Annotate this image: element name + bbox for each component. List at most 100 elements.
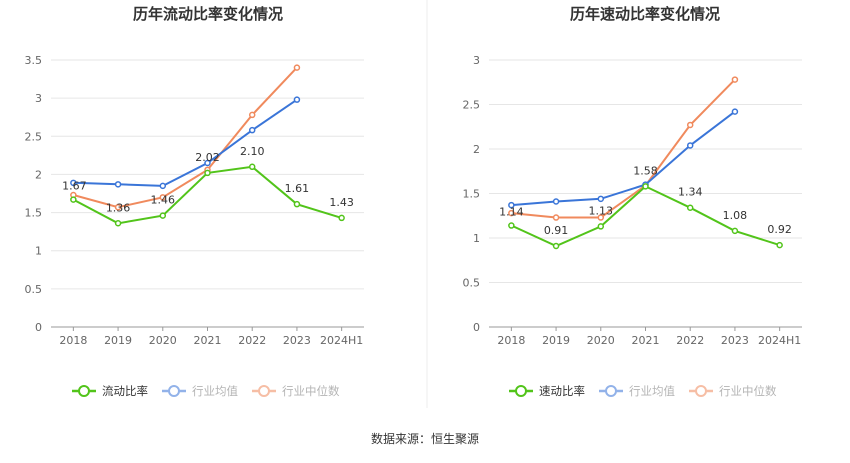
- data-point: [552, 198, 560, 205]
- legend-label: 行业均值: [629, 384, 675, 398]
- legend-label: 行业中位数: [719, 384, 777, 398]
- legend-label: 速动比率: [539, 384, 585, 398]
- data-point: [159, 182, 167, 190]
- data-point: [552, 242, 560, 250]
- industry-median-series: [70, 64, 301, 211]
- data-point: [731, 76, 739, 83]
- data-point: [508, 222, 515, 229]
- y-tick-label: 2: [473, 143, 480, 156]
- data-point: [597, 195, 605, 203]
- data-label: 0.92: [767, 223, 792, 236]
- data-point: [114, 203, 122, 211]
- industry-average-series: [70, 96, 301, 190]
- data-point: [114, 181, 122, 188]
- data-label: 1.36: [106, 201, 131, 214]
- x-tick-label: 2022: [676, 334, 704, 347]
- legend-item: 行业中位数: [252, 384, 340, 398]
- legend-item: 流动比率: [72, 384, 148, 398]
- x-tick-label: 2018: [59, 334, 87, 347]
- y-tick-label: 0: [35, 321, 42, 334]
- data-point: [114, 220, 122, 227]
- data-label: 1.43: [329, 196, 354, 209]
- x-tick-label: 2024H1: [758, 334, 801, 347]
- y-tick-label: 3.5: [25, 54, 43, 67]
- data-point: [70, 196, 77, 203]
- data-point: [248, 111, 256, 119]
- y-tick-label: 3: [35, 92, 42, 105]
- series-line: [73, 66, 298, 209]
- data-label: 0.91: [544, 224, 569, 237]
- data-label: 1.08: [723, 209, 748, 222]
- data-label: 1.13: [589, 204, 614, 217]
- data-point: [70, 179, 77, 187]
- data-point: [159, 194, 167, 201]
- legend-label: 行业中位数: [282, 384, 340, 398]
- data-point: [597, 214, 605, 221]
- data-point: [293, 64, 301, 71]
- legend-marker: [515, 385, 527, 397]
- data-point: [293, 96, 301, 103]
- main-series: 1.14 0.91 1.13 1.58 1.34 1.08 0.92: [499, 164, 792, 250]
- main-series: 1.67 1.36 1.46 2.02 2.10 1.61 1.43: [62, 145, 354, 227]
- y-tick-label: 2.5: [463, 99, 481, 112]
- y-tick-label: 2: [35, 168, 42, 181]
- data-label: 1.58: [633, 164, 658, 177]
- y-tick-label: 0.5: [463, 277, 481, 290]
- data-point: [686, 142, 694, 149]
- x-tick-label: 2024H1: [320, 334, 363, 347]
- industry-average-series: [508, 108, 739, 209]
- legend-marker: [695, 385, 707, 397]
- data-point: [686, 204, 694, 211]
- legend-marker: [78, 385, 90, 397]
- current-ratio-chart: 历年流动比率变化情况 0 0.5 1 1.5 2 2.5 3 3.5 2018 2019 2020 20…: [25, 5, 364, 398]
- y-tick-label: 0.5: [25, 283, 43, 296]
- data-point: [776, 241, 783, 249]
- data-label: 1.67: [62, 180, 87, 193]
- chart-title: 历年流动比率变化情况: [133, 5, 283, 23]
- x-tick-label: 2020: [587, 334, 615, 347]
- x-tick-label: 2019: [104, 334, 132, 347]
- data-point: [248, 126, 256, 134]
- y-tick-label: 2.5: [25, 130, 43, 143]
- legend-marker: [168, 385, 180, 397]
- data-point: [508, 201, 515, 209]
- legend-label: 流动比率: [102, 384, 148, 398]
- data-point: [731, 227, 739, 235]
- series-line: [511, 110, 736, 207]
- data-label: 2.10: [240, 145, 265, 158]
- x-tick-label: 2018: [497, 334, 525, 347]
- legend-item: 行业均值: [599, 384, 675, 398]
- data-point: [552, 214, 560, 221]
- legend-item: 行业均值: [162, 384, 238, 398]
- y-tick-label: 1: [35, 245, 42, 258]
- y-tick-label: 1.5: [25, 207, 43, 220]
- data-label: 1.14: [499, 206, 524, 219]
- data-point: [338, 214, 345, 222]
- y-tick-label: 1: [473, 232, 480, 245]
- y-tick-label: 1.5: [463, 188, 481, 201]
- legend-marker: [258, 385, 270, 397]
- y-tick-label: 0: [473, 321, 480, 334]
- legend-item: 速动比率: [509, 384, 585, 398]
- data-point: [642, 183, 649, 190]
- x-tick-label: 2021: [194, 334, 222, 347]
- data-label: 1.34: [678, 186, 703, 199]
- data-label: 1.46: [151, 194, 176, 207]
- data-source-note: 数据来源：恒生聚源: [371, 431, 479, 446]
- data-point: [204, 169, 211, 177]
- data-point: [204, 159, 211, 167]
- x-tick-label: 2023: [721, 334, 749, 347]
- data-point: [731, 108, 739, 115]
- x-tick-label: 2020: [149, 334, 177, 347]
- quick-ratio-chart: 历年速动比率变化情况 0 0.5 1 1.5 2 2.5 3 2018 2019 2020 2021 2…: [463, 5, 802, 398]
- series-line: [73, 98, 298, 187]
- data-point: [686, 121, 694, 129]
- data-point: [248, 163, 256, 171]
- x-tick-label: 2022: [238, 334, 266, 347]
- data-point: [508, 209, 515, 217]
- data-label: 1.61: [285, 182, 310, 195]
- data-point: [597, 223, 605, 230]
- legend-label: 行业均值: [192, 384, 238, 398]
